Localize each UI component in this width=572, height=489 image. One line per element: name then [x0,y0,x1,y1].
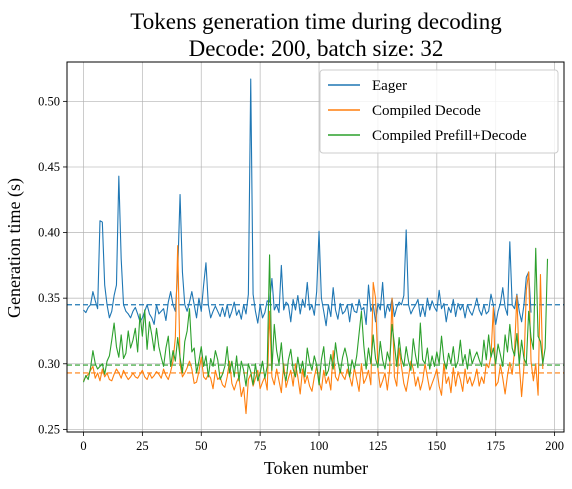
x-tick-label: 175 [486,439,505,453]
legend-label-0: Eager [372,78,407,94]
legend: Eager Compiled Decode Compiled Prefill+Dec… [319,69,559,154]
plot-frame [66,61,565,433]
y-tick-label: 0.25 [38,422,60,436]
series-line-0 [83,78,532,327]
x-tick-label: 50 [195,439,208,453]
y-tick-label: 0.50 [38,94,60,108]
y-tick-label: 0.45 [38,160,60,174]
x-tick-label: 100 [310,439,329,453]
x-axis-label: Token number [264,458,368,478]
x-tick-label: 25 [136,439,149,453]
y-tick-label: 0.35 [38,291,60,305]
x-tick-label: 200 [545,439,564,453]
x-tick-label: 75 [254,439,267,453]
legend-label-1: Compiled Decode [372,103,481,119]
chart-title: Tokens generation time during decoding [130,9,502,34]
y-tick-label: 0.40 [38,226,60,240]
x-tick-label: 0 [80,439,86,453]
x-tick-label: 150 [427,439,446,453]
chart-subtitle: Decode: 200, batch size: 32 [189,36,444,61]
series-line-2 [82,247,549,387]
x-tick-label: 125 [369,439,388,453]
series-lines [82,78,549,415]
y-tick-label: 0.30 [38,357,60,371]
y-axis-ticks: 0.25 0.30 0.35 0.40 0.45 0.50 [38,94,67,436]
series-line-1 [83,245,544,415]
legend-box [319,69,559,154]
legend-label-2: Compiled Prefill+Decode [372,128,527,144]
x-axis-ticks: 0 25 50 75 100 125 150 175 200 [80,432,564,453]
y-axis-label: Generation time (s) [4,178,25,318]
